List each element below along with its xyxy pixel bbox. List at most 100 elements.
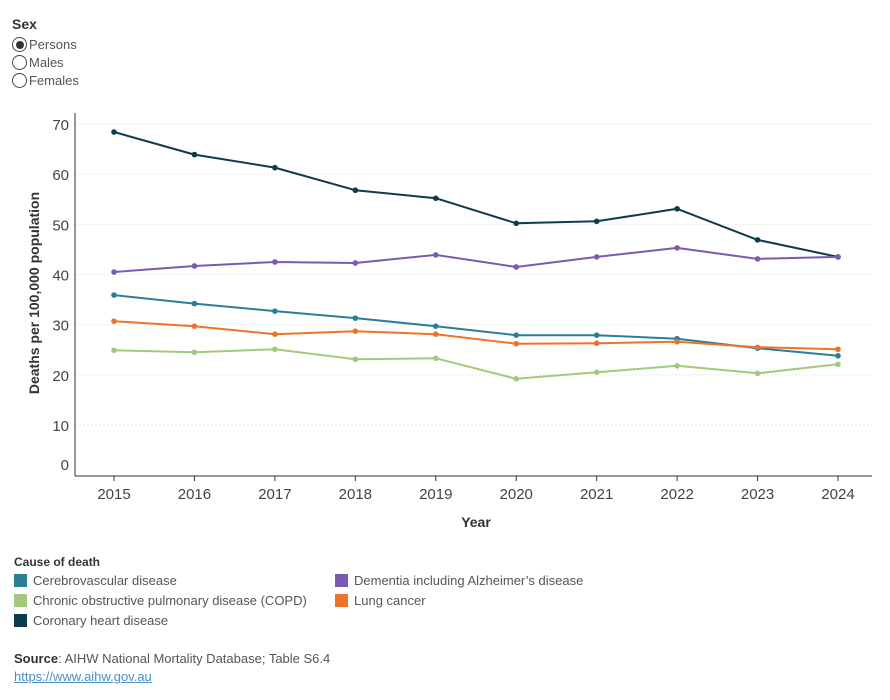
legend-label: Lung cancer	[354, 593, 426, 608]
data-point	[272, 331, 278, 337]
data-point	[111, 292, 117, 298]
data-point	[513, 220, 520, 227]
y-tick-label: 50	[52, 217, 69, 234]
x-tick-label: 2018	[339, 486, 372, 503]
data-point	[754, 344, 761, 351]
data-point	[432, 252, 439, 258]
data-point	[111, 129, 117, 135]
series-line	[113, 246, 839, 273]
radio-males-label: Males	[29, 55, 64, 70]
legend-label: Cerebrovascular disease	[33, 573, 177, 588]
axes: 0 10 20 30 40 50 60 70 2015 2016 2017 2018 2019 2020 2…	[52, 113, 872, 503]
data-point	[513, 264, 520, 270]
data-point	[835, 346, 841, 353]
radio-unselected-icon[interactable]	[12, 55, 27, 70]
series-line	[113, 294, 839, 357]
data-point	[352, 328, 359, 334]
x-tick-label: 2020	[500, 486, 533, 503]
radio-selected-icon[interactable]	[12, 37, 27, 52]
radio-females[interactable]: Females	[12, 73, 79, 88]
data-point	[674, 363, 680, 369]
data-point	[191, 263, 198, 269]
radio-males[interactable]: Males	[12, 55, 64, 70]
legend-item-dementia[interactable]: Dementia including Alzheimer’s disease	[335, 573, 583, 588]
source-text: : AIHW National Mortality Database; Tabl…	[58, 651, 331, 666]
data-point	[191, 300, 198, 307]
legend-swatch	[14, 594, 27, 607]
data-point	[513, 340, 520, 347]
y-tick-label: 30	[52, 318, 69, 335]
legend-swatch	[14, 614, 27, 627]
data-point	[754, 370, 761, 377]
data-point	[754, 237, 761, 243]
radio-persons[interactable]: Persons	[12, 37, 77, 52]
data-point	[593, 254, 600, 260]
data-point	[352, 187, 359, 194]
legend-item-copd[interactable]: Chronic obstructive pulmonary disease (C…	[14, 593, 307, 608]
data-point	[272, 259, 278, 265]
radio-females-label: Females	[29, 73, 79, 88]
radio-persons-label: Persons	[29, 37, 77, 52]
data-point	[835, 361, 841, 368]
source-note: Source: AIHW National Mortality Database…	[14, 651, 330, 666]
data-point	[352, 315, 359, 321]
legend-title: Cause of death	[14, 555, 101, 569]
legend-item-coronary[interactable]: Coronary heart disease	[14, 613, 168, 628]
data-point	[674, 338, 680, 345]
data-point	[272, 346, 278, 353]
legend-label: Chronic obstructive pulmonary disease (C…	[33, 593, 307, 608]
radio-unselected-icon[interactable]	[12, 73, 27, 88]
legend-swatch	[335, 594, 348, 607]
data-point	[754, 256, 761, 262]
data-point	[272, 308, 278, 314]
x-tick-label: 2021	[580, 486, 613, 503]
y-axis-label: Deaths per 100,000 population	[26, 192, 42, 394]
source-link[interactable]: https://www.aihw.gov.au	[14, 669, 152, 684]
data-point	[432, 331, 439, 337]
data-point	[835, 352, 841, 359]
legend-item-cerebrovascular[interactable]: Cerebrovascular disease	[14, 573, 177, 588]
legend-swatch	[335, 574, 348, 587]
legend-swatch	[14, 574, 27, 587]
legend-label: Dementia including Alzheimer’s disease	[354, 573, 584, 588]
sex-filter-title: Sex	[12, 16, 37, 32]
x-tick-label: 2015	[97, 486, 130, 503]
y-tick-label: 0	[61, 457, 69, 474]
data-point	[432, 323, 439, 329]
legend-item-lung-cancer[interactable]: Lung cancer	[335, 593, 426, 608]
data-point	[513, 332, 520, 339]
line-chart: 0 10 20 30 40 50 60 70 2015 2016 2017 2018 2019 2020 2…	[26, 113, 872, 530]
data-point	[835, 254, 841, 260]
x-tick-label: 2017	[258, 486, 291, 503]
data-point	[593, 369, 600, 376]
series-line	[113, 320, 839, 351]
x-tick-label: 2024	[821, 486, 854, 503]
data-point	[432, 195, 439, 202]
data-point	[272, 164, 278, 171]
x-tick-label: 2016	[178, 486, 211, 503]
x-tick-label: 2023	[741, 486, 774, 503]
series-line	[113, 348, 839, 380]
gridlines	[75, 123, 872, 426]
data-point	[111, 347, 117, 354]
series-line	[113, 131, 839, 258]
data-point	[593, 332, 600, 339]
data-point	[111, 318, 117, 324]
data-point	[593, 340, 600, 347]
data-point	[352, 356, 359, 363]
source-label: Source	[14, 651, 59, 666]
y-tick-label: 10	[52, 418, 69, 435]
data-point	[513, 376, 520, 382]
y-tick-label: 70	[52, 117, 69, 134]
data-point	[191, 323, 198, 329]
data-point	[674, 245, 680, 251]
x-tick-label: 2022	[660, 486, 693, 503]
x-tick-label: 2019	[419, 486, 452, 503]
data-point	[352, 260, 359, 266]
y-tick-label: 20	[52, 368, 69, 385]
legend-label: Coronary heart disease	[33, 613, 169, 628]
y-tick-label: 60	[52, 167, 69, 184]
data-point	[111, 269, 117, 275]
series-lines	[111, 129, 841, 382]
data-point	[191, 349, 198, 356]
